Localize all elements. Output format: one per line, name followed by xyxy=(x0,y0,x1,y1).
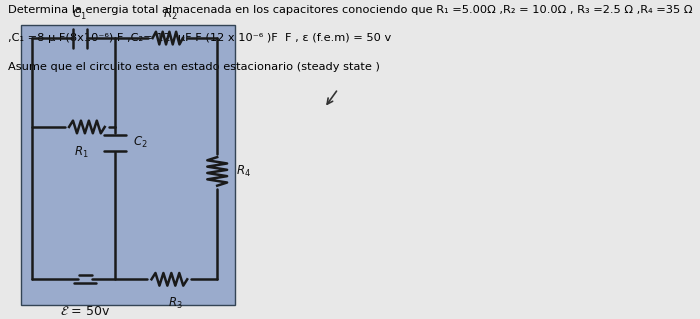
FancyBboxPatch shape xyxy=(21,26,235,305)
Text: $R_4$: $R_4$ xyxy=(236,164,251,179)
Text: $C_1$: $C_1$ xyxy=(72,7,87,22)
Text: $C_2$: $C_2$ xyxy=(133,135,148,150)
Text: Determina la energia total almacenada en los capacitores conociendo que R₁ =5.00: Determina la energia total almacenada en… xyxy=(8,5,693,15)
Text: Asume que el circuito esta en estado estacionario (steady state ): Asume que el circuito esta en estado est… xyxy=(8,62,380,72)
Text: $R_2$: $R_2$ xyxy=(163,7,178,22)
Text: $R_3$: $R_3$ xyxy=(167,296,182,311)
Text: $R_1$: $R_1$ xyxy=(74,145,89,160)
Text: ,C₁ =8 μ F(8x10⁻⁶) F ,C₂= 12  μF F (12 x 10⁻⁶ )F  F , ε (f.e.m) = 50 v: ,C₁ =8 μ F(8x10⁻⁶) F ,C₂= 12 μF F (12 x … xyxy=(8,33,391,43)
Text: $\mathcal{E}$ = 50v: $\mathcal{E}$ = 50v xyxy=(60,305,111,317)
